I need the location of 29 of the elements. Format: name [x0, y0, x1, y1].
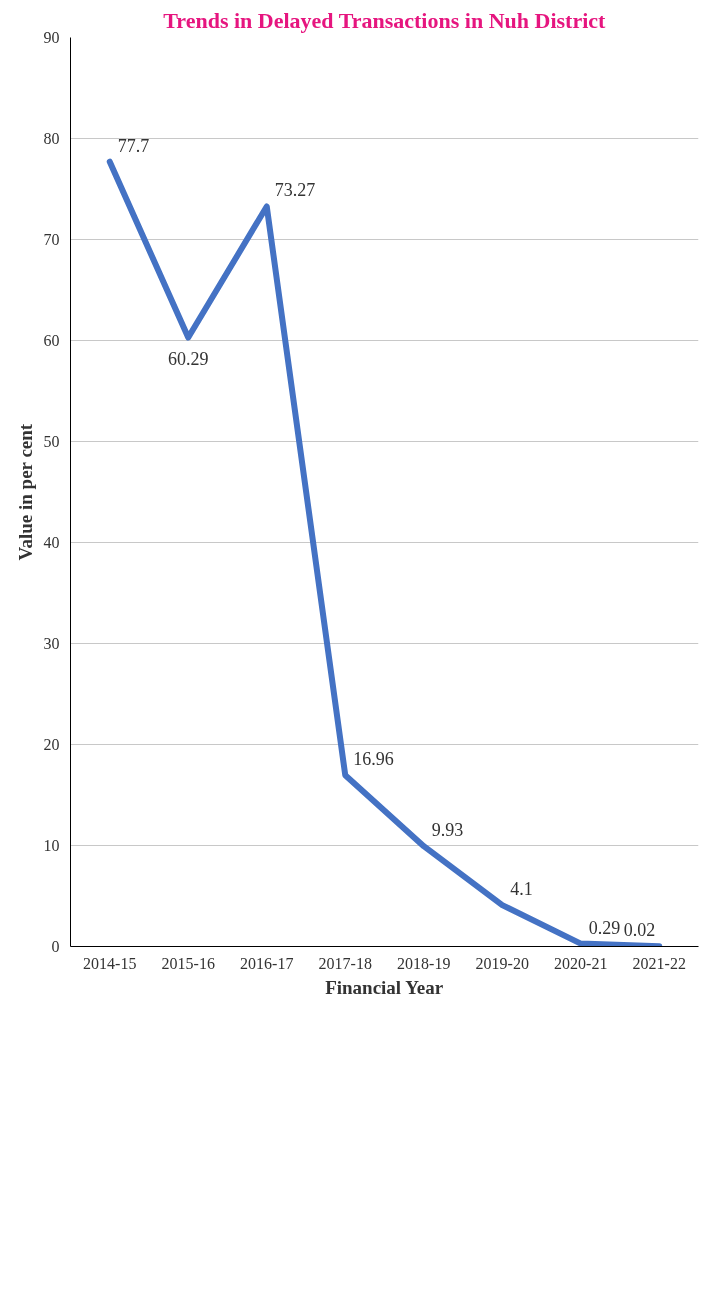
data-label: 0.29 — [588, 917, 621, 938]
x-tick-label: 2018-19 — [397, 954, 451, 972]
y-tick-label: 10 — [43, 837, 60, 854]
data-label: 9.93 — [431, 820, 464, 841]
y-tick-label: 0 — [51, 938, 60, 955]
data-label: 73.27 — [274, 180, 316, 201]
data-label: 16.96 — [353, 749, 394, 770]
x-tick-label: 2017-18 — [318, 954, 372, 972]
y-tick-label: 40 — [43, 534, 60, 551]
data-label: 60.29 — [168, 348, 209, 369]
x-tick-label: 2015-16 — [161, 954, 215, 972]
y-tick-label: 90 — [43, 29, 60, 46]
x-tick-label: 2016-17 — [240, 954, 294, 972]
y-tick-label: 80 — [43, 130, 60, 147]
y-tick-label: 30 — [43, 635, 60, 652]
data-label: 4.1 — [510, 879, 533, 900]
x-tick-label: 2021-22 — [632, 954, 686, 972]
data-label: 77.7 — [117, 135, 150, 156]
data-label: 0.02 — [623, 920, 656, 941]
y-axis-title: Value in per cent — [14, 423, 36, 561]
x-tick-label: 2020-21 — [554, 954, 608, 972]
x-tick-label: 2019-20 — [475, 954, 529, 972]
chart-title: Trends in Delayed Transactions in Nuh District — [163, 7, 607, 33]
y-tick-label: 60 — [43, 332, 60, 349]
x-axis-title: Financial Year — [325, 976, 444, 998]
y-tick-label: 50 — [43, 433, 60, 450]
y-tick-label: 20 — [43, 736, 60, 753]
y-tick-label: 70 — [43, 231, 60, 248]
x-tick-label: 2014-15 — [83, 954, 137, 972]
